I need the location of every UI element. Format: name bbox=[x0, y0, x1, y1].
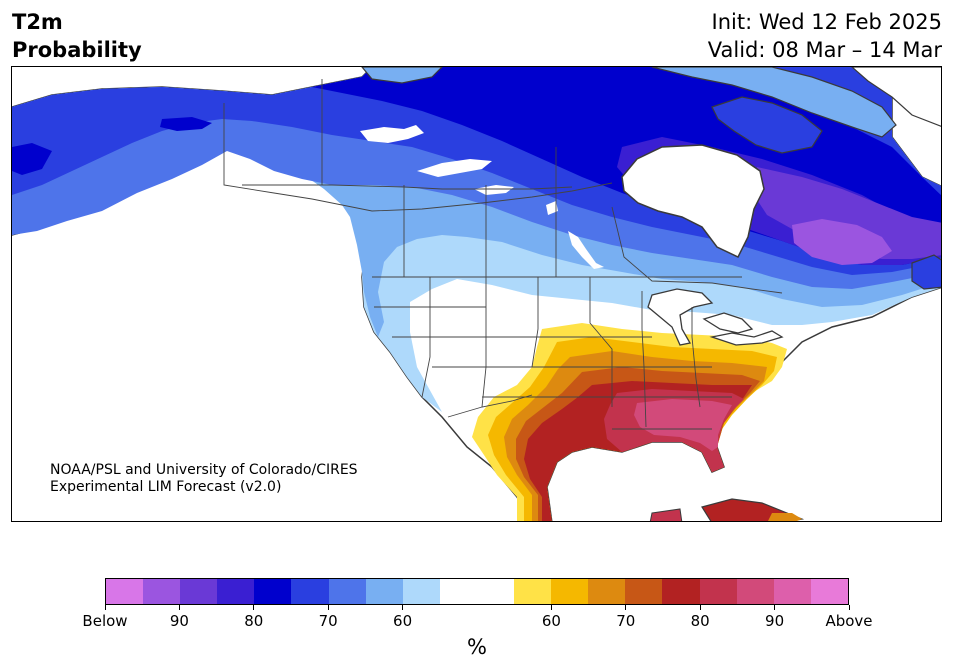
baffin-island bbox=[711, 96, 823, 154]
colorbar-tick-label: 60 bbox=[393, 612, 413, 630]
cuba-east-warm bbox=[768, 513, 802, 521]
colorbar-segment bbox=[254, 579, 292, 604]
great-lakes bbox=[647, 288, 784, 346]
colorbar-tick-label: 70 bbox=[616, 612, 636, 630]
warm-90-region bbox=[634, 399, 732, 451]
probability-map: NOAA/PSL and University of Colorado/CIRE… bbox=[11, 66, 942, 522]
lake-athabasca bbox=[474, 185, 514, 195]
colorbar-tick bbox=[402, 605, 404, 610]
reindeer-lake bbox=[546, 201, 558, 215]
colorbar-segment bbox=[328, 579, 366, 604]
credit-line-product: Experimental LIM Forecast (v2.0) bbox=[50, 479, 282, 495]
alaska-west-blue bbox=[12, 143, 52, 175]
colorbar-segment bbox=[476, 579, 515, 604]
colorbar-tick bbox=[104, 605, 106, 610]
colorbar-tick-label: Above bbox=[825, 612, 873, 630]
great-slave-lake bbox=[417, 159, 492, 177]
colorbar-tick-label: Below bbox=[82, 612, 128, 630]
probability-colorbar bbox=[105, 578, 849, 605]
valid-range: Valid: 08 Mar – 14 Mar bbox=[707, 38, 942, 62]
map-canvas bbox=[12, 67, 941, 521]
colorbar-tick bbox=[625, 605, 627, 610]
colorbar-segment bbox=[217, 579, 255, 604]
chart-title: T2m Probability bbox=[12, 8, 142, 64]
colorbar-tick-label: 80 bbox=[244, 612, 264, 630]
colorbar-segment bbox=[291, 579, 329, 604]
alaska-deep-blue bbox=[160, 117, 212, 131]
colorbar-tick-label: 80 bbox=[690, 612, 710, 630]
great-bear-lake bbox=[360, 125, 424, 143]
arctic-islands bbox=[361, 67, 897, 138]
greenland bbox=[851, 67, 941, 127]
colorbar-tick-label: 60 bbox=[541, 612, 561, 630]
colorbar-tick bbox=[699, 605, 701, 610]
cold-95-region bbox=[792, 219, 892, 265]
init-date: Init: Wed 12 Feb 2025 bbox=[711, 10, 942, 34]
colorbar-segment bbox=[736, 579, 774, 604]
forecast-dates: Init: Wed 12 Feb 2025 Valid: 08 Mar – 14… bbox=[708, 8, 942, 64]
colorbar-segment bbox=[106, 579, 144, 604]
colorbar-segment bbox=[662, 579, 700, 604]
colorbar-segment bbox=[699, 579, 737, 604]
colorbar-tick bbox=[178, 605, 180, 610]
hudson-bay bbox=[621, 144, 765, 258]
colorbar-tick bbox=[550, 605, 552, 610]
colorbar-units: % bbox=[467, 635, 487, 659]
colorbar-segment bbox=[773, 579, 811, 604]
colorbar-segment bbox=[439, 579, 477, 604]
lake-winnipeg bbox=[568, 231, 604, 269]
colorbar-segment bbox=[180, 579, 218, 604]
colorbar-tick bbox=[253, 605, 255, 610]
newfoundland bbox=[911, 254, 941, 290]
political-borders bbox=[223, 79, 783, 430]
title-line-variable: T2m bbox=[12, 10, 63, 34]
colorbar-segment bbox=[810, 579, 848, 604]
colorbar-tick bbox=[327, 605, 329, 610]
title-line-type: Probability bbox=[12, 38, 142, 62]
colorbar-tick-label: 90 bbox=[169, 612, 189, 630]
colorbar-segment bbox=[625, 579, 663, 604]
cold-90-region bbox=[754, 167, 941, 259]
data-source-credit: NOAA/PSL and University of Colorado/CIRE… bbox=[50, 462, 358, 496]
colorbar-segment bbox=[514, 579, 552, 604]
mexico-island-warm bbox=[649, 508, 683, 521]
colorbar-segment bbox=[365, 579, 403, 604]
colorbar-segment bbox=[551, 579, 589, 604]
colorbar-tick bbox=[774, 605, 776, 610]
colorbar-segment bbox=[143, 579, 181, 604]
credit-line-institution: NOAA/PSL and University of Colorado/CIRE… bbox=[50, 462, 358, 478]
colorbar-tick bbox=[848, 605, 850, 610]
colorbar-segment bbox=[588, 579, 626, 604]
colorbar-segment bbox=[402, 579, 440, 604]
colorbar-tick-label: 90 bbox=[765, 612, 785, 630]
colorbar-tick-label: 70 bbox=[318, 612, 338, 630]
